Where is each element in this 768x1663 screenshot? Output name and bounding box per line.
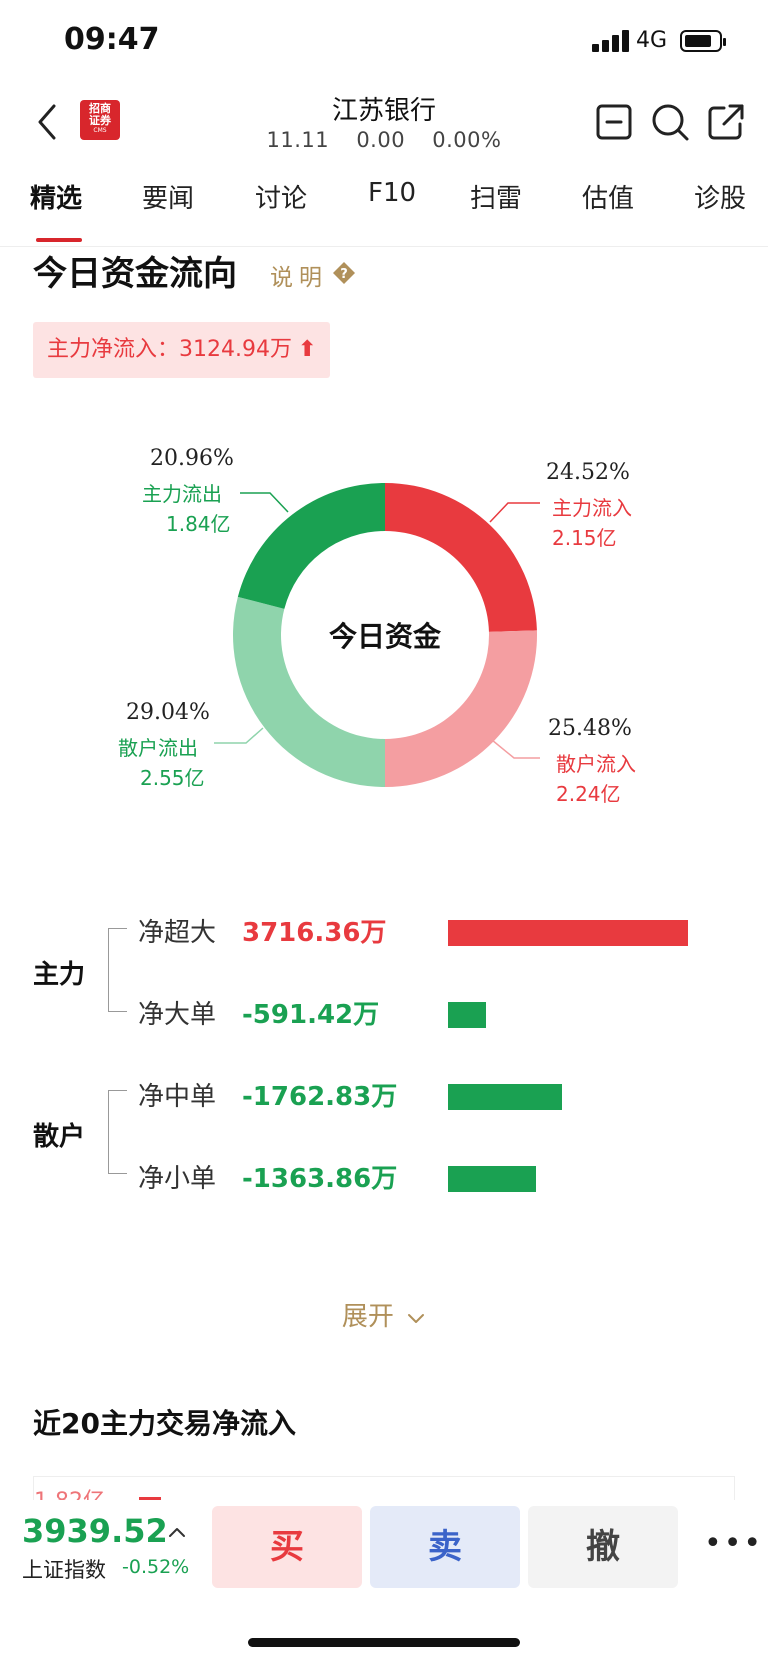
stock-price: 11.11 [266,128,330,152]
main-inflow-name: 主力流入 [552,496,632,520]
retail-inflow-pct: 25.48% [548,716,632,741]
retail-outflow-amount: 2.55亿 [140,766,205,790]
logo-sub: CMS [93,127,107,134]
logo-text: 招商 证券 [89,102,111,127]
net-inflow-badge: 主力净流入：3124.94万 ⬆ [33,322,331,378]
bar-super-large [448,920,688,946]
tab-divider [0,246,768,247]
active-tab-indicator [36,238,82,242]
row-small-name: 净小单 [138,1164,217,1194]
share-icon[interactable] [706,102,746,142]
row-large-value: -591.42万 [242,1000,380,1030]
main-outflow-name: 主力流出 [142,482,222,506]
chevron-down-icon [408,1313,425,1323]
tab-bar: 精选 要闻 讨论 F10 扫雷 估值 诊股 [0,178,768,230]
stock-change: 0.00 [356,128,406,152]
group-main-label: 主力 [33,960,86,990]
sell-button[interactable]: 卖 [370,1506,520,1588]
expand-label: 展开 [341,1302,394,1332]
back-icon[interactable] [30,100,70,144]
retail-inflow-amount: 2.24亿 [556,782,621,806]
row-super-large-name: 净超大 [138,918,217,948]
donut-center-label: 今日资金 [329,620,442,653]
tab-f10[interactable]: F10 [368,178,417,208]
index-value[interactable]: 3939.52 [22,1512,168,1550]
home-indicator [248,1638,520,1647]
retail-outflow-pct: 29.04% [126,700,210,725]
bar-small [448,1166,537,1192]
net-inflow-20d-title: 近20主力交易净流入 [33,1407,296,1440]
remove-watchlist-icon[interactable] [594,102,634,142]
chevron-up-icon[interactable] [166,1524,188,1540]
buy-button[interactable]: 买 [212,1506,362,1588]
main-outflow-amount: 1.84亿 [166,512,231,536]
retail-outflow-name: 散户流出 [118,736,198,760]
network-type: 4G [636,28,668,53]
main-inflow-amount: 2.15亿 [552,526,617,550]
group-retail-label: 散户 [33,1122,86,1152]
row-super-large-value: 3716.36万 [242,918,387,948]
net-inflow-text: 主力净流入：3124.94万 [47,337,292,362]
donut-seg-retail-outflow [233,596,385,787]
help-diamond-icon[interactable]: ? [332,261,356,285]
stock-change-pct: 0.00% [432,128,502,152]
svg-text:?: ? [340,267,348,282]
capital-donut-chart: 今日资金 [233,483,537,787]
retail-group-bracket [108,1090,127,1174]
battery-icon [680,30,726,52]
main-group-bracket [108,928,127,1012]
tab-discussion[interactable]: 讨论 [255,184,308,214]
main-outflow-pct: 20.96% [150,446,234,471]
up-arrow-icon: ⬆ [297,337,317,362]
main-inflow-pct: 24.52% [546,460,630,485]
row-medium-value: -1762.83万 [242,1082,398,1112]
donut-seg-retail-inflow [385,630,537,787]
signal-icon [592,30,630,52]
row-medium-name: 净中单 [138,1082,217,1112]
capital-flow-title: 今日资金流向 [33,254,237,294]
status-time: 09:47 [64,22,160,57]
search-icon[interactable] [650,102,690,142]
bar-large [448,1002,487,1028]
chart-peek-mark [139,1497,161,1500]
bar-medium [448,1084,562,1110]
index-change: -0.52% [122,1556,190,1578]
tab-valuation[interactable]: 估值 [582,184,635,214]
more-icon[interactable]: ••• [704,1526,764,1561]
expand-button[interactable]: 展开 [0,1296,768,1333]
tab-risk-scan[interactable]: 扫雷 [470,184,523,214]
row-small-value: -1363.86万 [242,1164,398,1194]
donut-seg-main-outflow [237,483,385,609]
tab-diagnosis[interactable]: 诊股 [694,184,747,214]
donut-seg-main-inflow [385,483,537,632]
tab-news[interactable]: 要闻 [142,184,195,214]
retail-inflow-name: 散户流入 [556,752,636,776]
stock-quote: 11.11 0.00 0.00% [0,128,768,152]
cancel-order-button[interactable]: 撤 [528,1506,678,1588]
stock-name: 江苏银行 [331,96,436,126]
explain-link[interactable]: 说明 [270,265,328,291]
tab-featured[interactable]: 精选 [30,184,83,214]
row-large-name: 净大单 [138,1000,217,1030]
index-name: 上证指数 [22,1558,106,1582]
broker-logo: 招商 证券 CMS [80,100,120,140]
